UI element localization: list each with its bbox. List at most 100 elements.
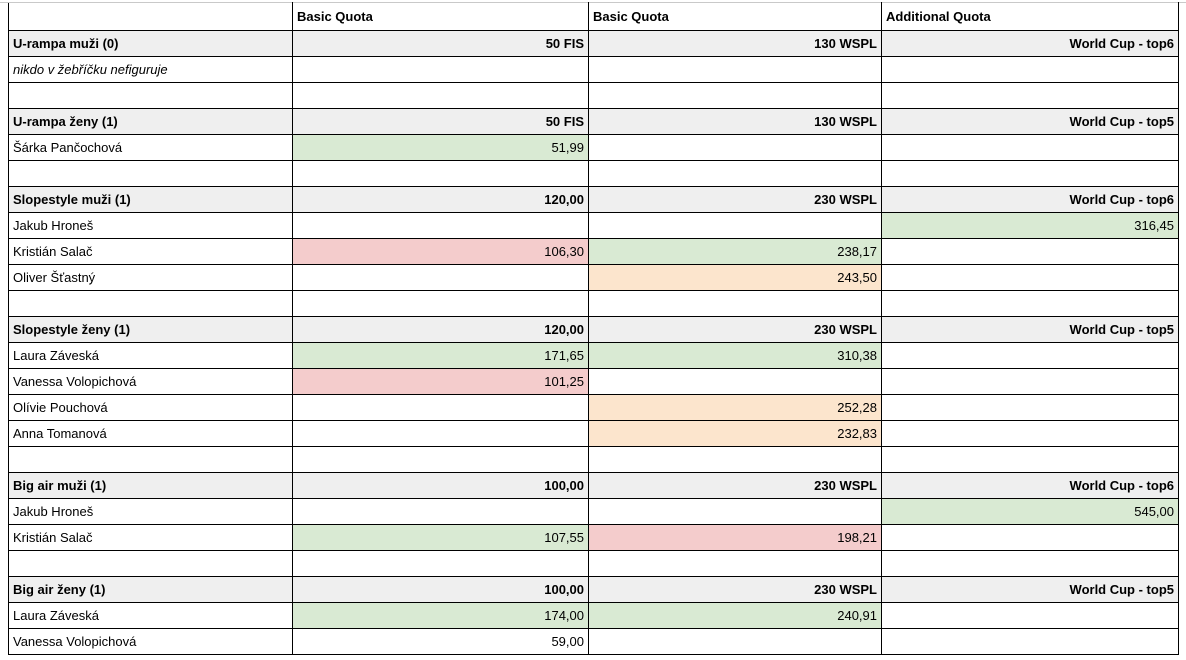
cell-empty[interactable] (292, 82, 589, 109)
cell-quota-value[interactable] (881, 238, 1179, 265)
cell-quota-value[interactable] (881, 420, 1179, 447)
cell-quota-value[interactable] (881, 628, 1179, 655)
cell-quota-value[interactable] (292, 394, 589, 421)
cell-quota-value[interactable]: 252,28 (588, 394, 882, 421)
cell-empty[interactable] (292, 290, 589, 317)
cell-quota-value[interactable] (292, 498, 589, 525)
cell-empty[interactable] (588, 446, 882, 473)
cell-empty[interactable] (588, 550, 882, 577)
cell-empty[interactable] (292, 446, 589, 473)
cell-quota-value[interactable]: 545,00 (881, 498, 1179, 525)
cell-empty[interactable] (881, 82, 1179, 109)
cell-athlete-name[interactable]: Jakub Hroneš (8, 498, 293, 525)
cell-athlete-name[interactable]: Olívie Pouchová (8, 394, 293, 421)
cell-quota-value[interactable] (588, 368, 882, 395)
cell-empty[interactable] (881, 56, 1179, 83)
cell-quota-value[interactable] (588, 212, 882, 239)
cell-athlete-name[interactable]: Anna Tomanová (8, 420, 293, 447)
cell-column-header[interactable]: Basic Quota (588, 2, 882, 31)
cell-section-quota[interactable]: 130 WSPL (588, 108, 882, 135)
cell-athlete-name[interactable]: Jakub Hroneš (8, 212, 293, 239)
cell-corner[interactable] (8, 2, 293, 31)
cell-quota-value[interactable] (588, 628, 882, 655)
cell-quota-value[interactable] (881, 134, 1179, 161)
cell-section-quota[interactable]: World Cup - top5 (881, 316, 1179, 343)
cell-column-header[interactable]: Additional Quota (881, 2, 1179, 31)
cell-empty[interactable] (8, 446, 293, 473)
cell-empty[interactable] (881, 290, 1179, 317)
cell-empty[interactable] (588, 82, 882, 109)
cell-quota-value[interactable]: 198,21 (588, 524, 882, 551)
cell-athlete-name[interactable]: Šárka Pančochová (8, 134, 293, 161)
cell-section-title[interactable]: Slopestyle muži (1) (8, 186, 293, 213)
cell-quota-value[interactable]: 240,91 (588, 602, 882, 629)
cell-empty[interactable] (8, 290, 293, 317)
cell-section-quota[interactable]: 230 WSPL (588, 472, 882, 499)
cell-quota-value[interactable]: 107,55 (292, 524, 589, 551)
cell-section-quota[interactable]: 230 WSPL (588, 186, 882, 213)
cell-quota-value[interactable] (588, 134, 882, 161)
cell-quota-value[interactable] (881, 368, 1179, 395)
cell-section-quota[interactable]: 50 FIS (292, 30, 589, 57)
cell-section-title[interactable]: U-rampa muži (0) (8, 30, 293, 57)
cell-quota-value[interactable]: 51,99 (292, 134, 589, 161)
cell-athlete-name[interactable]: Vanessa Volopichová (8, 368, 293, 395)
cell-quota-value[interactable]: 59,00 (292, 628, 589, 655)
cell-section-quota[interactable]: 50 FIS (292, 108, 589, 135)
cell-quota-value[interactable]: 310,38 (588, 342, 882, 369)
cell-quota-value[interactable]: 171,65 (292, 342, 589, 369)
cell-quota-value[interactable] (881, 394, 1179, 421)
cell-quota-value[interactable] (881, 602, 1179, 629)
cell-quota-value[interactable]: 243,50 (588, 264, 882, 291)
cell-section-quota[interactable]: 130 WSPL (588, 30, 882, 57)
cell-section-quota[interactable]: World Cup - top6 (881, 30, 1179, 57)
cell-section-quota[interactable]: 100,00 (292, 576, 589, 603)
cell-quota-value[interactable]: 106,30 (292, 238, 589, 265)
cell-quota-value[interactable] (881, 524, 1179, 551)
cell-quota-value[interactable]: 101,25 (292, 368, 589, 395)
cell-quota-value[interactable] (881, 264, 1179, 291)
cell-athlete-name[interactable]: Kristián Salač (8, 238, 293, 265)
cell-empty[interactable] (292, 56, 589, 83)
cell-section-title[interactable]: Big air muži (1) (8, 472, 293, 499)
cell-section-quota[interactable]: World Cup - top6 (881, 472, 1179, 499)
cell-section-title[interactable]: Slopestyle ženy (1) (8, 316, 293, 343)
cell-quota-value[interactable] (292, 212, 589, 239)
cell-quota-value[interactable] (588, 498, 882, 525)
cell-section-title[interactable]: Big air ženy (1) (8, 576, 293, 603)
cell-empty[interactable] (588, 160, 882, 187)
cell-section-quota[interactable]: 100,00 (292, 472, 589, 499)
cell-athlete-name[interactable]: Oliver Šťastný (8, 264, 293, 291)
cell-section-title[interactable]: U-rampa ženy (1) (8, 108, 293, 135)
cell-section-quota[interactable]: 230 WSPL (588, 576, 882, 603)
cell-column-header[interactable]: Basic Quota (292, 2, 589, 31)
cell-empty[interactable] (588, 290, 882, 317)
cell-section-quota[interactable]: World Cup - top5 (881, 108, 1179, 135)
cell-athlete-name[interactable]: Laura Záveská (8, 342, 293, 369)
cell-quota-value[interactable]: 316,45 (881, 212, 1179, 239)
cell-empty[interactable] (8, 550, 293, 577)
cell-athlete-name[interactable]: Vanessa Volopichová (8, 628, 293, 655)
cell-quota-value[interactable] (292, 264, 589, 291)
cell-section-quota[interactable]: World Cup - top6 (881, 186, 1179, 213)
cell-empty[interactable] (881, 550, 1179, 577)
cell-empty[interactable] (8, 160, 293, 187)
cell-empty[interactable] (8, 82, 293, 109)
cell-empty[interactable] (292, 160, 589, 187)
cell-section-quota[interactable]: 230 WSPL (588, 316, 882, 343)
cell-quota-value[interactable]: 232,83 (588, 420, 882, 447)
cell-empty[interactable] (292, 550, 589, 577)
cell-quota-value[interactable] (881, 342, 1179, 369)
cell-athlete-name[interactable]: Kristián Salač (8, 524, 293, 551)
cell-note[interactable]: nikdo v žebříčku nefiguruje (8, 56, 293, 83)
cell-section-quota[interactable]: World Cup - top5 (881, 576, 1179, 603)
cell-empty[interactable] (881, 446, 1179, 473)
cell-section-quota[interactable]: 120,00 (292, 316, 589, 343)
cell-empty[interactable] (881, 160, 1179, 187)
cell-empty[interactable] (588, 56, 882, 83)
cell-quota-value[interactable]: 174,00 (292, 602, 589, 629)
cell-quota-value[interactable] (292, 420, 589, 447)
cell-section-quota[interactable]: 120,00 (292, 186, 589, 213)
cell-athlete-name[interactable]: Laura Záveská (8, 602, 293, 629)
cell-quota-value[interactable]: 238,17 (588, 238, 882, 265)
